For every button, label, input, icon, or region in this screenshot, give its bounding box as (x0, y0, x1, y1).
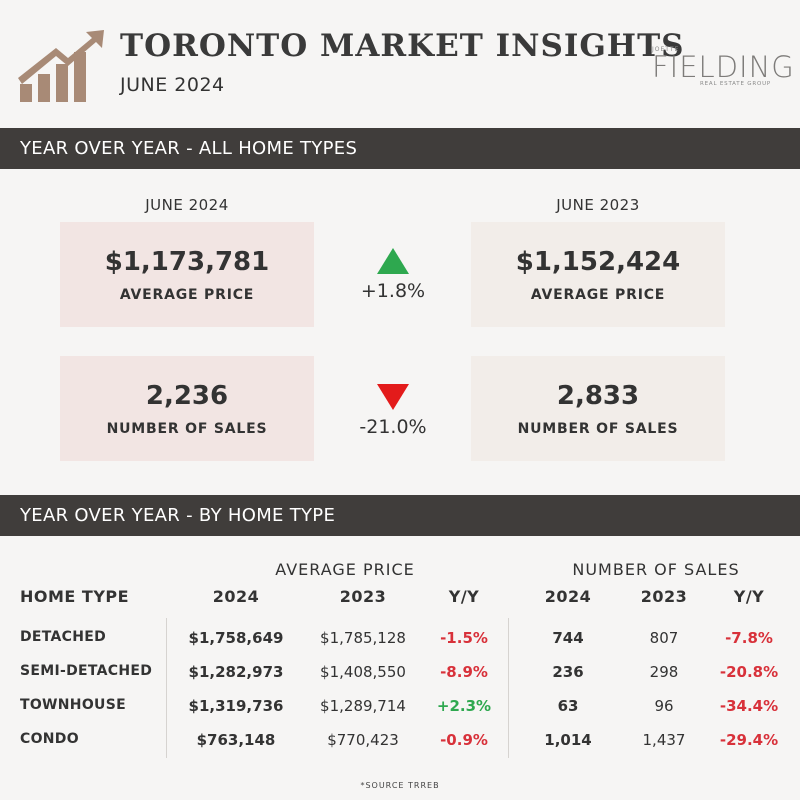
card-sales-2023: 2,833 NUMBER OF SALES (471, 356, 725, 461)
avg-price-change: +1.8% (360, 280, 426, 302)
sales-2023-label: NUMBER OF SALES (517, 420, 679, 437)
cell-sales-2023: 1,437 (642, 731, 686, 749)
cell-price-yy: -1.5% (440, 629, 488, 647)
sales-2024-label: NUMBER OF SALES (106, 420, 268, 437)
heading-june-2023: JUNE 2023 (556, 196, 640, 214)
section-band-by-type: YEAR OVER YEAR - BY HOME TYPE (0, 495, 800, 536)
cell-price-2024: $1,319,736 (188, 697, 284, 715)
col-header-price-yy: Y/Y (448, 587, 480, 606)
cell-sales-yy: -29.4% (719, 731, 779, 749)
cell-sales-yy: -7.8% (725, 629, 773, 647)
cell-type: CONDO (20, 731, 79, 747)
avg-price-2024-label: AVERAGE PRICE (119, 286, 255, 303)
cell-price-2023: $770,423 (327, 731, 399, 749)
col-header-home-type: HOME TYPE (20, 587, 130, 606)
cell-price-2024: $1,282,973 (188, 663, 284, 681)
card-avg-price-2024: $1,173,781 AVERAGE PRICE (60, 222, 314, 327)
cell-sales-2024: 236 (552, 663, 584, 681)
cell-sales-2024: 744 (552, 629, 584, 647)
col-header-sales-2024: 2024 (544, 587, 592, 606)
table-divider-left (166, 618, 167, 758)
cell-price-yy: -0.9% (440, 731, 488, 749)
logo-subtext: REAL ESTATE GROUP (700, 81, 772, 87)
card-sales-2024: 2,236 NUMBER OF SALES (60, 356, 314, 461)
col-header-price-2024: 2024 (212, 587, 260, 606)
avg-price-2024-value: $1,173,781 (104, 246, 270, 277)
cell-sales-yy: -34.4% (719, 697, 779, 715)
col-header-sales-2023: 2023 (640, 587, 688, 606)
cell-price-2023: $1,408,550 (320, 663, 406, 681)
logo-top-text: JOETTE (652, 46, 680, 53)
card-avg-price-2023: $1,152,424 AVERAGE PRICE (471, 222, 725, 327)
sales-2024-value: 2,236 (145, 380, 229, 411)
cell-price-2024: $763,148 (196, 731, 276, 749)
cell-sales-2024: 63 (557, 697, 579, 715)
cell-price-yy: -8.9% (440, 663, 488, 681)
table-divider-right (508, 618, 509, 758)
up-arrow-icon (377, 248, 409, 274)
cell-sales-2023: 96 (654, 697, 674, 715)
brand-logo: FIELDING (652, 50, 795, 84)
avg-price-2023-label: AVERAGE PRICE (530, 286, 666, 303)
cell-price-yy: +2.3% (436, 697, 492, 715)
group-header-avg-price: AVERAGE PRICE (275, 560, 415, 579)
source-note: *SOURCE TRREB (360, 781, 440, 790)
group-header-num-sales: NUMBER OF SALES (572, 560, 740, 579)
cell-type: TOWNHOUSE (20, 697, 126, 713)
cell-sales-2023: 807 (649, 629, 679, 647)
avg-price-2023-value: $1,152,424 (515, 246, 681, 277)
cell-type: DETACHED (20, 629, 107, 645)
growth-chart-icon (18, 30, 104, 102)
cell-sales-2024: 1,014 (544, 731, 592, 749)
sales-2023-value: 2,833 (556, 380, 640, 411)
cell-price-2024: $1,758,649 (188, 629, 284, 647)
cell-sales-2023: 298 (649, 663, 679, 681)
cell-price-2023: $1,289,714 (320, 697, 406, 715)
cell-type: SEMI-DETACHED (20, 663, 153, 679)
col-header-price-2023: 2023 (339, 587, 387, 606)
page-subtitle: JUNE 2024 (120, 74, 225, 96)
cell-sales-yy: -20.8% (719, 663, 779, 681)
col-header-sales-yy: Y/Y (733, 587, 765, 606)
cell-price-2023: $1,785,128 (320, 629, 406, 647)
page-title: TORONTO MARKET INSIGHTS (120, 28, 685, 64)
down-arrow-icon (377, 384, 409, 410)
section-band-all-types: YEAR OVER YEAR - ALL HOME TYPES (0, 128, 800, 169)
heading-june-2024: JUNE 2024 (145, 196, 229, 214)
sales-change: -21.0% (359, 416, 427, 438)
